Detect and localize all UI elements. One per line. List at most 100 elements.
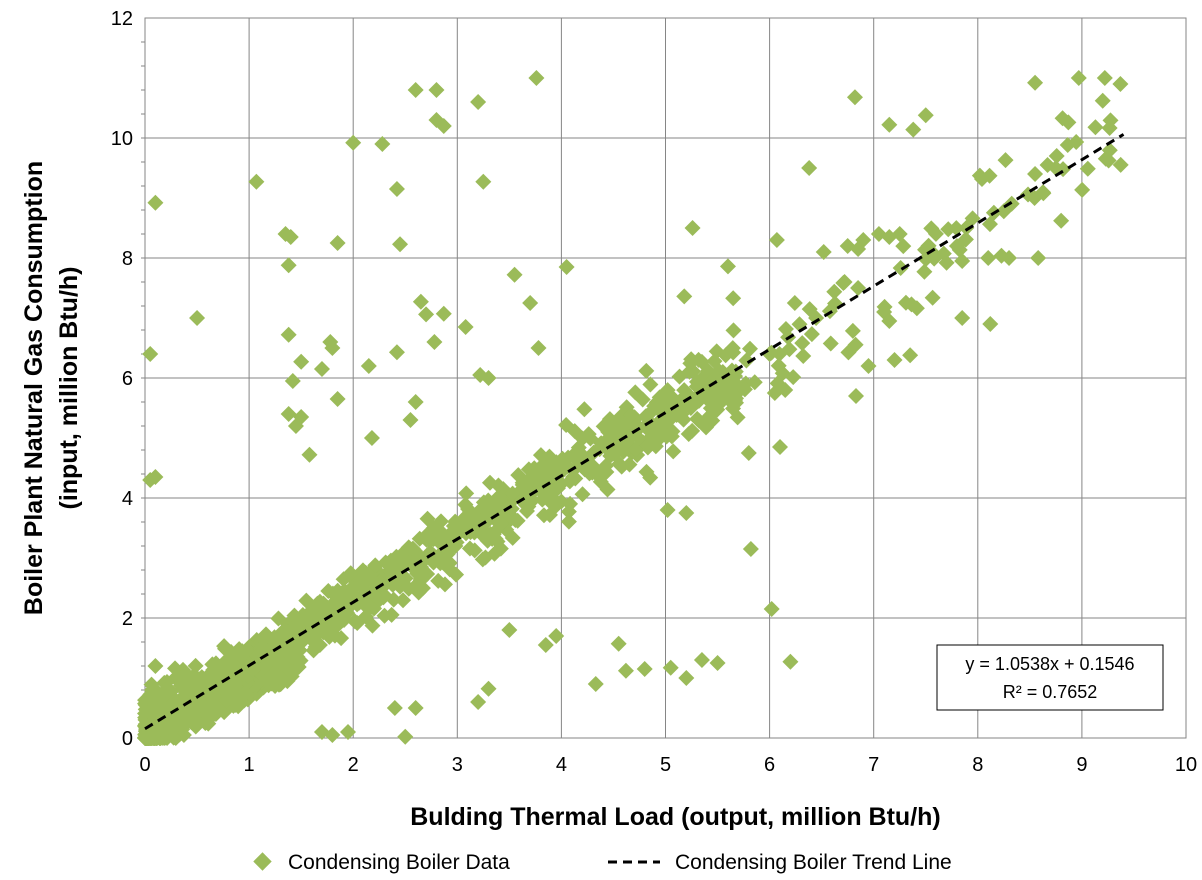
data-point <box>1030 250 1047 266</box>
data-point <box>548 628 565 644</box>
data-point <box>653 414 670 431</box>
data-point <box>648 394 665 411</box>
data-point <box>305 642 322 659</box>
data-point <box>659 502 676 518</box>
data-point <box>576 401 593 418</box>
data-point <box>905 121 922 138</box>
data-point <box>472 513 489 530</box>
data-point <box>701 408 718 425</box>
data-point <box>237 684 254 701</box>
data-point <box>492 540 509 557</box>
equation-box-frame <box>936 644 1164 711</box>
data-point <box>574 486 591 503</box>
data-point <box>458 485 475 502</box>
data-point <box>339 724 356 740</box>
data-point <box>1094 92 1111 109</box>
data-point <box>388 181 405 197</box>
data-point <box>407 700 424 716</box>
data-point <box>157 682 174 698</box>
legend-label-data: Condensing Boiler Data <box>288 851 510 874</box>
data-point <box>480 680 497 697</box>
data-point <box>147 469 164 485</box>
x-tick-label: 0 <box>139 754 150 776</box>
data-point <box>836 274 853 290</box>
data-point <box>940 221 957 238</box>
data-point <box>794 335 811 352</box>
data-point <box>954 310 971 326</box>
data-point <box>908 300 925 317</box>
data-point <box>174 680 191 697</box>
data-point <box>709 655 726 671</box>
data-point <box>822 335 839 352</box>
data-point <box>637 408 654 425</box>
data-point <box>552 456 569 473</box>
data-point <box>470 94 487 110</box>
data-point <box>473 523 490 540</box>
data-point <box>724 340 741 357</box>
data-point <box>1001 250 1018 266</box>
data-point <box>860 358 877 374</box>
data-point <box>1027 166 1044 182</box>
data-point <box>948 238 965 254</box>
data-point <box>1096 70 1113 86</box>
data-point <box>364 572 381 589</box>
y-tick-label: 0 <box>122 728 133 750</box>
data-point <box>574 430 591 447</box>
data-point <box>708 343 725 360</box>
data-point <box>315 621 332 638</box>
data-point <box>844 322 861 339</box>
data-point <box>522 295 539 311</box>
data-point <box>693 652 710 668</box>
data-point <box>435 118 452 134</box>
data-point <box>461 540 478 557</box>
trendline-equation-box: y = 1.0538x + 0.1546 R² = 0.7652 <box>936 644 1164 711</box>
data-point <box>326 627 343 644</box>
data-point <box>434 527 451 544</box>
data-point <box>504 529 521 546</box>
data-point <box>617 416 634 433</box>
data-point <box>746 374 763 391</box>
data-point <box>584 463 601 480</box>
plot-area-frame <box>144 17 1187 739</box>
data-point <box>449 524 466 541</box>
data-point <box>255 641 272 658</box>
x-tick-label: 10 <box>1175 754 1197 776</box>
x-axis-ticks: 0 1 2 3 4 5 6 7 8 9 10 <box>139 754 1197 776</box>
data-point <box>503 500 520 517</box>
data-point <box>475 173 492 190</box>
data-point <box>537 637 554 653</box>
data-point <box>1027 74 1044 91</box>
data-point <box>785 369 802 386</box>
data-point <box>342 565 359 582</box>
data-point <box>850 241 867 257</box>
data-point <box>725 290 742 307</box>
data-point <box>359 600 376 617</box>
data-point <box>448 566 465 583</box>
data-point <box>782 653 799 670</box>
data-point <box>284 373 301 389</box>
data-point <box>407 394 424 410</box>
data-point <box>665 443 682 460</box>
data-point <box>488 497 505 514</box>
legend-marker-data <box>253 852 272 871</box>
data-point <box>772 439 789 455</box>
x-tick-label: 5 <box>660 754 671 776</box>
data-point <box>741 340 758 357</box>
data-point <box>676 288 693 305</box>
data-point <box>728 394 745 411</box>
data-point <box>803 326 820 343</box>
x-tick-label: 6 <box>764 754 775 776</box>
data-point <box>711 388 728 405</box>
data-point <box>412 293 429 310</box>
data-point <box>1087 119 1104 136</box>
data-point <box>847 336 864 353</box>
data-point <box>457 496 474 513</box>
data-point <box>426 334 443 350</box>
data-point <box>147 658 164 674</box>
data-point <box>881 116 898 133</box>
y-tick-label: 10 <box>111 128 133 150</box>
data-point <box>407 82 424 98</box>
data-point <box>725 322 742 339</box>
y-axis-title-line2: (input, million Btu/h) <box>55 267 83 510</box>
